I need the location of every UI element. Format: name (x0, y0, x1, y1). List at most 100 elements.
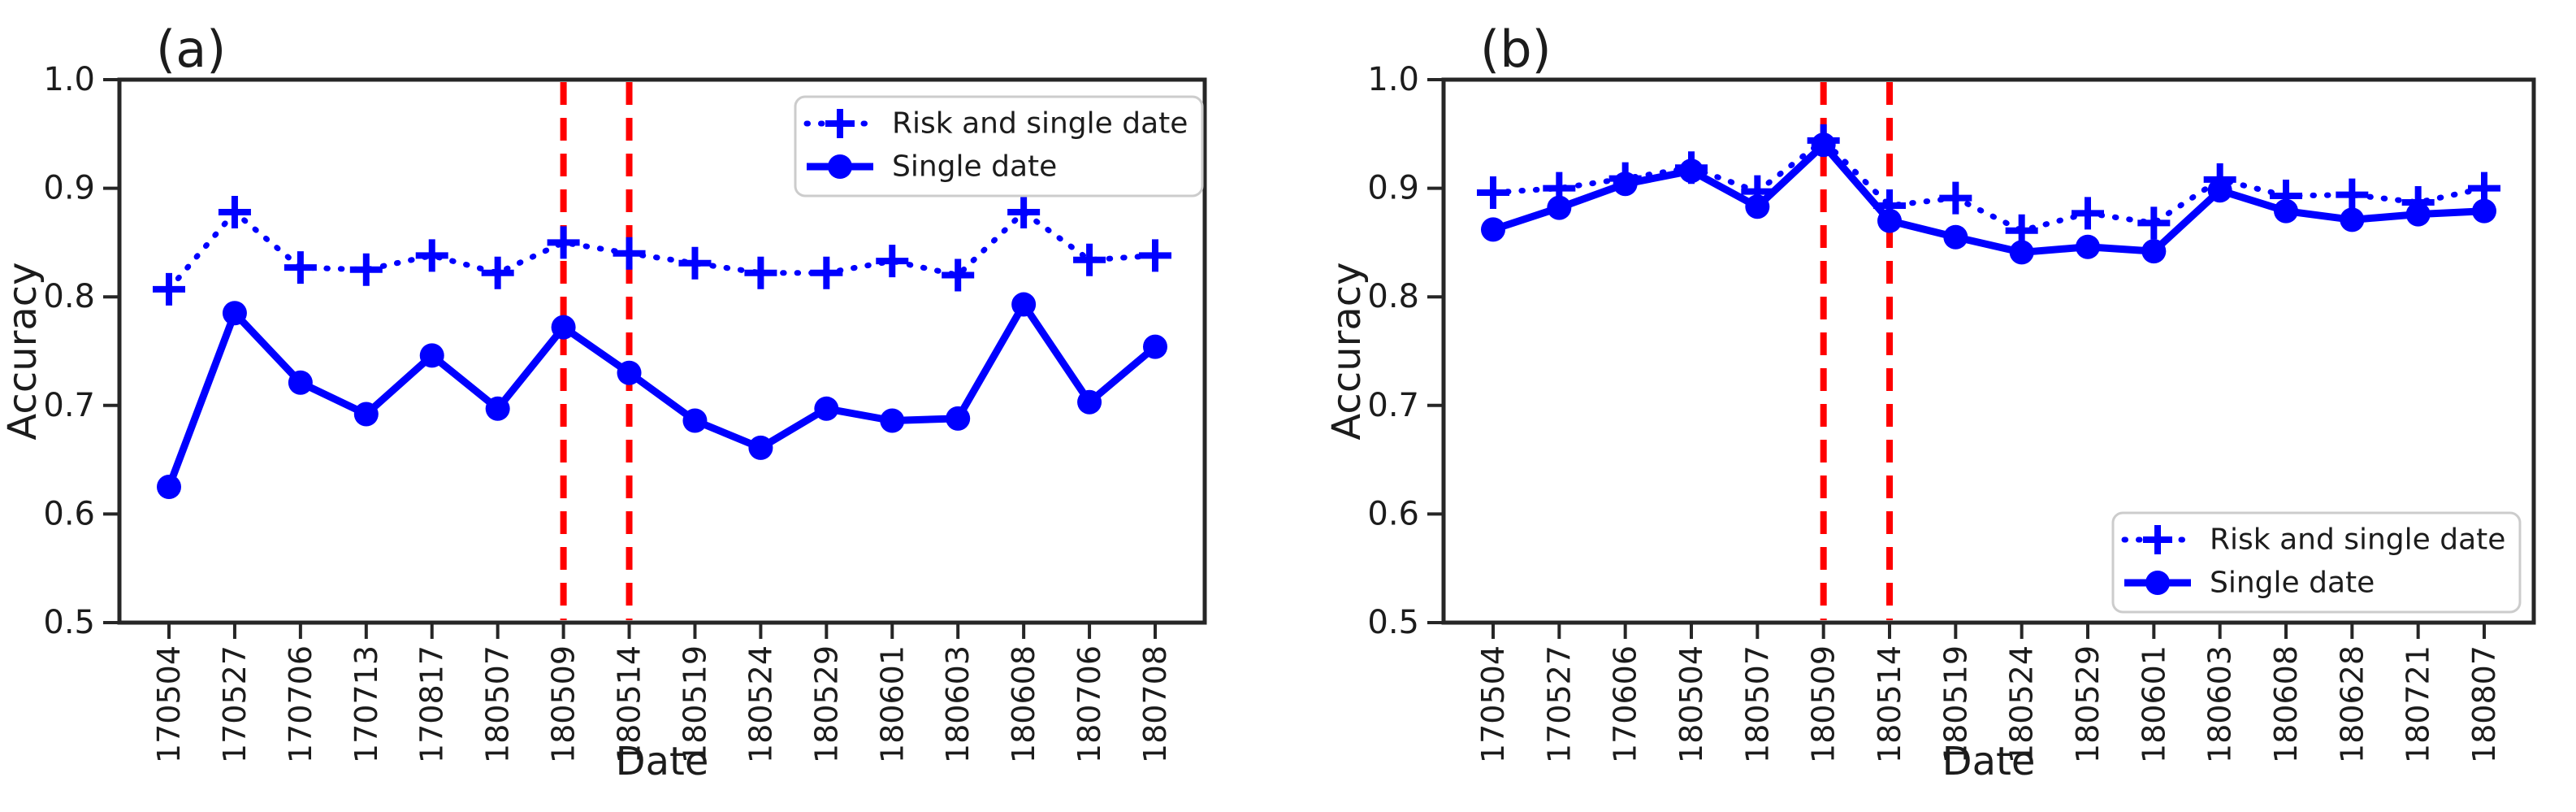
x-tick-label: 180628 (2334, 645, 2370, 763)
legend-label: Single date (892, 150, 1057, 184)
circle-marker (2472, 198, 2496, 224)
circle-marker (2009, 240, 2034, 265)
y-tick-label: 1.0 (1367, 61, 1419, 98)
y-tick-label: 0.9 (43, 170, 95, 207)
x-tick-label: 180514 (1872, 645, 1907, 763)
circle-marker (2207, 178, 2232, 203)
legend: Risk and single date Single date (794, 95, 1204, 198)
y-tick-label: 0.8 (1367, 278, 1419, 315)
circle-marker (1811, 132, 1836, 158)
subplot-a: 1.0 0.9 0.8 0.7 0.6 0.5 170504 170527 170706 1707… (0, 20, 1207, 784)
circle-marker (1011, 292, 1037, 317)
x-tick-label: 180524 (742, 645, 778, 763)
x-tick-label: 180529 (808, 645, 844, 763)
circle-marker (1679, 158, 1704, 184)
x-tick-label: 180529 (2070, 645, 2106, 763)
legend-box (2111, 511, 2522, 614)
circle-marker (1481, 217, 1505, 242)
x-tick-label: 170706 (283, 645, 318, 763)
circle-marker (2076, 234, 2100, 259)
x-tick-label: 170527 (1541, 645, 1577, 763)
x-tick-label: 170504 (151, 645, 187, 763)
x-tick-label: 180507 (1739, 645, 1775, 763)
x-tick-label: 170817 (414, 645, 450, 763)
x-tick-label: 180807 (2466, 645, 2502, 763)
circle-marker (1547, 195, 1572, 220)
circle-marker (1143, 334, 1167, 359)
y-tick-label: 0.8 (43, 278, 95, 315)
x-tick-label: 180603 (940, 645, 976, 763)
y-axis-title: Accuracy (1324, 262, 1370, 440)
subplot-b: 1.0 0.9 0.8 0.7 0.6 0.5 170504 170527 170606 1805… (1324, 20, 2536, 784)
circle-marker (682, 408, 708, 433)
y-tick-label: 0.5 (1367, 604, 1419, 641)
x-tick-label: 170527 (217, 645, 253, 763)
x-axis-title: Date (1942, 739, 2036, 784)
x-tick-label: 170606 (1608, 645, 1643, 763)
y-tick-label: 0.5 (43, 604, 95, 641)
circle-marker (353, 402, 379, 427)
circle-marker (748, 435, 773, 460)
legend-label: Risk and single date (892, 107, 1188, 141)
series-line-single-date (165, 301, 1158, 489)
x-tick-label: 170713 (349, 645, 384, 763)
plot-border (117, 77, 1207, 625)
circle-marker (2340, 207, 2365, 232)
series-line-risk-and-single-date (166, 209, 1158, 293)
circle-marker (1745, 194, 1770, 219)
x-tick-label: 180708 (1137, 645, 1173, 763)
legend-box (794, 95, 1204, 198)
circle-marker (880, 408, 905, 433)
y-tick-label: 1.0 (43, 61, 95, 98)
x-tick-label: 180603 (2202, 645, 2238, 763)
x-tick-label: 180601 (2136, 645, 2171, 763)
x-tick-label: 180721 (2401, 645, 2436, 763)
circle-marker (551, 315, 576, 340)
circle-marker (2141, 239, 2167, 264)
legend: Risk and single date Single date (2111, 511, 2522, 614)
x-tick-label: 180524 (2004, 645, 2040, 763)
circle-marker (485, 396, 510, 421)
circle-marker (222, 301, 247, 326)
circle-marker (1077, 389, 1102, 415)
x-tick-label: 180608 (1006, 645, 1041, 763)
plot-border (1441, 77, 2536, 625)
circle-marker (814, 396, 839, 421)
x-tick-label: 180509 (546, 645, 582, 763)
x-tick-label: 180514 (612, 645, 647, 763)
circle-marker (288, 370, 313, 395)
x-tick-label: 180519 (1937, 645, 1973, 763)
circle-marker (1877, 208, 1902, 233)
legend-label: Risk and single date (2210, 523, 2505, 557)
x-tick-label: 180504 (1673, 645, 1709, 763)
circle-marker (2405, 202, 2431, 227)
circle-marker (946, 406, 971, 431)
subplot-title: (a) (156, 20, 226, 79)
y-tick-label: 0.7 (43, 387, 95, 424)
legend-circle-marker (2145, 571, 2170, 595)
x-tick-label: 170504 (1475, 645, 1511, 763)
x-tick-label: 180509 (1806, 645, 1842, 763)
circle-marker (1943, 224, 1968, 250)
legend-label: Single date (2210, 567, 2375, 600)
y-tick-label: 0.6 (43, 495, 95, 532)
x-tick-label: 180608 (2268, 645, 2304, 763)
subplot-title: (b) (1480, 20, 1552, 79)
x-tick-label: 180706 (1072, 645, 1107, 763)
y-tick-label: 0.9 (1367, 170, 1419, 207)
series-line-single-date (1491, 141, 2485, 256)
y-tick-label: 0.7 (1367, 387, 1419, 424)
legend-circle-marker (828, 154, 852, 179)
x-tick-label: 180507 (480, 645, 516, 763)
circle-marker (1613, 172, 1638, 197)
y-tick-label: 0.6 (1367, 495, 1419, 532)
circle-marker (617, 360, 642, 385)
circle-marker (419, 343, 444, 368)
y-axis-title: Accuracy (0, 262, 45, 440)
x-tick-label: 180601 (874, 645, 910, 763)
x-tick-label: 180519 (677, 645, 712, 763)
circle-marker (2274, 198, 2298, 224)
x-axis-title: Date (616, 739, 709, 784)
circle-marker (157, 475, 181, 499)
